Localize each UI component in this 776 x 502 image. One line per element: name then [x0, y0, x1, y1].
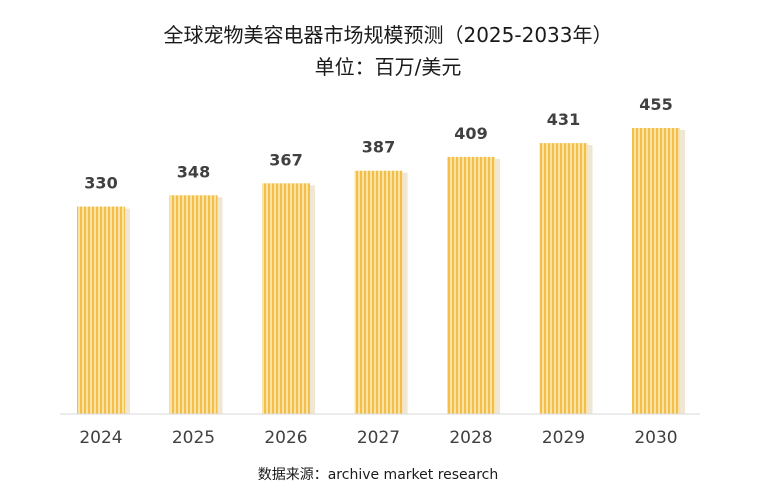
bar-2030 [632, 128, 680, 414]
chart-title: 全球宠物美容电器市场规模预测（2025-2033年） [163, 23, 612, 47]
x-tick-label-2026: 2026 [264, 428, 307, 448]
x-tick-labels: 2024 2025 2026 2027 2028 2029 2030 [79, 428, 677, 448]
bar-2025 [169, 195, 218, 414]
x-tick-label-2028: 2028 [449, 428, 492, 448]
bar-2024 [77, 206, 125, 414]
x-tick-label-2024: 2024 [79, 428, 122, 448]
x-tick-label-2025: 2025 [172, 428, 215, 448]
bar-shadow [680, 130, 685, 414]
bar-shadow [495, 158, 500, 414]
data-label-2024: 330 [84, 174, 117, 193]
bars-group: 330 348 367 387 409 431 455 [77, 95, 685, 415]
x-tick-label-2030: 2030 [634, 428, 677, 448]
data-label-2027: 387 [362, 138, 395, 157]
data-label-2028: 409 [454, 124, 487, 143]
data-label-2025: 348 [177, 162, 210, 181]
bar-shadow [310, 185, 315, 414]
x-tick-label-2027: 2027 [357, 428, 400, 448]
source-note: 数据来源：archive market research [258, 467, 499, 483]
bar-shadow [125, 208, 130, 414]
x-tick-label-2029: 2029 [542, 428, 585, 448]
bar-shadow [217, 197, 223, 414]
bar-2029 [539, 143, 588, 415]
bar-shadow [402, 172, 408, 414]
bar-shadow [587, 145, 593, 415]
bar-2026 [262, 183, 310, 414]
data-label-2026: 367 [269, 150, 302, 169]
bar-2028 [447, 156, 495, 414]
data-label-2029: 431 [547, 110, 580, 129]
chart-subtitle: 单位：百万/美元 [315, 55, 462, 79]
bar-2027 [354, 170, 403, 414]
data-label-2030: 455 [639, 95, 672, 114]
